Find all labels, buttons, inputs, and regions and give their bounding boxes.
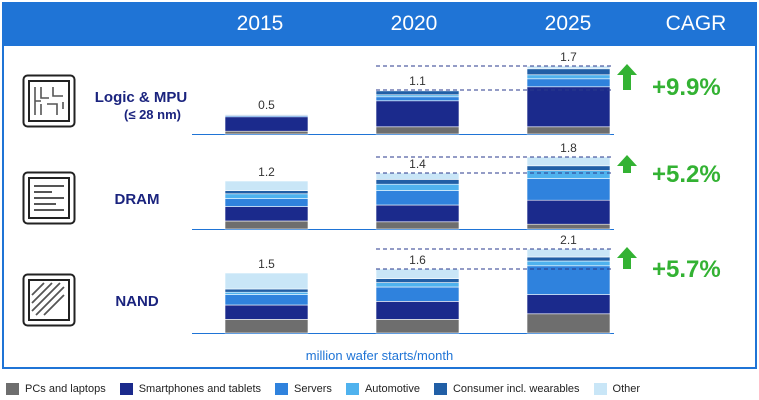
bar-segment xyxy=(526,260,611,267)
legend-item-automotive: Automotive xyxy=(345,383,420,395)
bar-segment xyxy=(224,304,309,320)
bar-segment xyxy=(375,90,460,96)
legend-label: Other xyxy=(612,383,641,395)
legend-label: Consumer incl. wearables xyxy=(452,383,580,395)
bar-segment xyxy=(224,116,309,132)
bar-segment xyxy=(526,178,611,201)
bar-segment xyxy=(526,313,611,334)
bar-segment xyxy=(375,319,460,334)
bar-segment xyxy=(526,86,611,128)
legend-item-smartphones: Smartphones and tablets xyxy=(119,383,262,395)
header-year-2020: 2020 xyxy=(390,12,438,35)
bar-segment xyxy=(375,282,460,288)
row-label-logic: Logic & MPU xyxy=(94,89,188,106)
bar-total-label: 1.1 xyxy=(409,74,426,88)
legend-label: Smartphones and tablets xyxy=(138,383,262,395)
growth-up-arrow-icon xyxy=(617,64,637,90)
bar-segment xyxy=(526,68,611,76)
legend-swatch xyxy=(275,383,289,395)
bar-segment xyxy=(375,100,460,128)
bar-segment xyxy=(224,294,309,306)
bar-segment xyxy=(224,193,309,199)
dram-chip-icon xyxy=(22,171,76,230)
legend-item-consumer: Consumer incl. wearables xyxy=(433,383,580,395)
header-year-2025: 2025 xyxy=(544,12,592,35)
bar-segment xyxy=(224,113,309,116)
legend-label: Automotive xyxy=(364,383,420,395)
legend-swatch xyxy=(119,383,133,395)
bar-segment xyxy=(526,265,611,295)
growth-up-arrow-icon xyxy=(617,155,637,173)
cagr-dram: +5.2% xyxy=(652,161,721,188)
row-label-dram: DRAM xyxy=(114,191,160,208)
row-label-nand: NAND xyxy=(115,293,159,310)
bar-segment xyxy=(224,288,309,293)
bar-segment xyxy=(526,78,611,88)
bar-segment xyxy=(375,96,460,102)
bar-segment xyxy=(224,206,309,222)
bar-segment xyxy=(526,74,611,80)
bar-segment xyxy=(224,190,309,195)
growth-up-arrow-icon xyxy=(617,247,637,269)
bar-total-label: 1.6 xyxy=(409,253,426,267)
bar-segment xyxy=(224,319,309,334)
legend-label: Servers xyxy=(294,383,332,395)
bar-segment xyxy=(375,278,460,283)
legend-item-other: Other xyxy=(593,383,641,395)
bar-segment xyxy=(224,291,309,295)
bar-total-label: 1.4 xyxy=(409,157,426,171)
bar-segment xyxy=(526,294,611,315)
bar-segment xyxy=(375,190,460,206)
legend-swatch xyxy=(593,383,607,395)
header-bar: 2015 2020 2025 CAGR xyxy=(2,2,757,46)
bar-segment xyxy=(375,94,460,98)
legend-item-pcs: PCs and laptops xyxy=(6,383,106,395)
bar-segment xyxy=(375,268,460,279)
bar-segment xyxy=(375,221,460,230)
bar-segment xyxy=(375,172,460,180)
bar-segment xyxy=(375,301,460,320)
bar-segment xyxy=(375,179,460,185)
legend-swatch xyxy=(6,383,19,395)
bar-segment xyxy=(224,130,309,135)
bar-segment xyxy=(224,198,309,207)
bar-segment xyxy=(224,180,309,191)
bar-segment xyxy=(224,272,309,290)
logic-chip-icon xyxy=(22,74,76,133)
bar-total-label: 1.2 xyxy=(258,165,275,179)
unit-label: million wafer starts/month xyxy=(305,348,454,363)
bar-segment xyxy=(526,170,611,179)
bar-segment xyxy=(375,126,460,135)
bar-segment xyxy=(375,204,460,223)
bar-total-label: 1.5 xyxy=(258,257,275,271)
cagr-nand: +5.7% xyxy=(652,256,721,283)
header-cagr: CAGR xyxy=(665,12,727,35)
nand-chip-icon xyxy=(22,273,76,332)
legend: PCs and laptops Smartphones and tablets … xyxy=(6,381,654,397)
bar-total-label: 1.7 xyxy=(560,50,577,64)
bar-total-label: 0.5 xyxy=(258,98,275,112)
bar-segment xyxy=(526,126,611,135)
header-year-2015: 2015 xyxy=(236,12,284,35)
legend-item-servers: Servers xyxy=(275,383,332,395)
bar-segment xyxy=(375,183,460,191)
bar-segment xyxy=(375,286,460,302)
bar-segment xyxy=(526,199,611,225)
bar-segment xyxy=(526,223,611,230)
legend-swatch xyxy=(433,383,447,395)
bar-segment xyxy=(224,220,309,230)
bar-total-label: 2.1 xyxy=(560,233,577,247)
bar-segment xyxy=(526,256,611,262)
legend-label: PCs and laptops xyxy=(25,383,106,395)
bar-segment xyxy=(526,156,611,167)
row-sublabel-logic: (≤ 28 nm) xyxy=(124,107,181,122)
bar-segment xyxy=(526,248,611,258)
bar-segment xyxy=(526,165,611,171)
bar-total-label: 1.8 xyxy=(560,141,577,155)
cagr-logic: +9.9% xyxy=(652,74,721,101)
legend-swatch xyxy=(345,383,359,395)
